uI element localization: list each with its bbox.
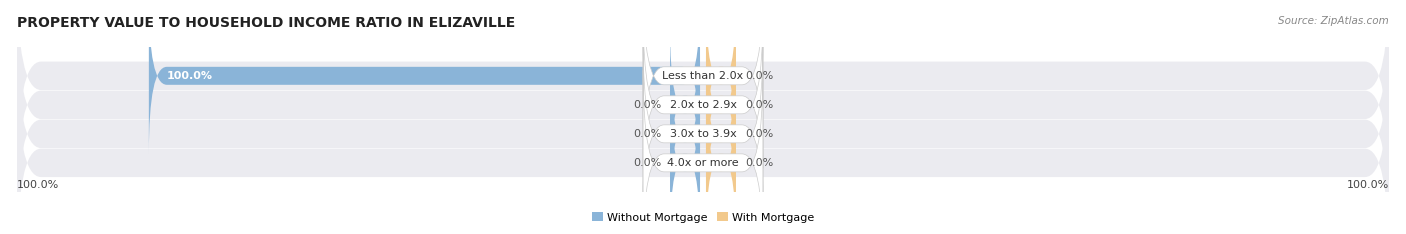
FancyBboxPatch shape [643, 0, 763, 168]
Text: 0.0%: 0.0% [633, 158, 661, 168]
FancyBboxPatch shape [706, 0, 735, 154]
Legend: Without Mortgage, With Mortgage: Without Mortgage, With Mortgage [588, 208, 818, 227]
Text: Less than 2.0x: Less than 2.0x [662, 71, 744, 81]
Text: 0.0%: 0.0% [745, 71, 773, 81]
FancyBboxPatch shape [149, 0, 700, 154]
FancyBboxPatch shape [643, 70, 763, 234]
Text: PROPERTY VALUE TO HOUSEHOLD INCOME RATIO IN ELIZAVILLE: PROPERTY VALUE TO HOUSEHOLD INCOME RATIO… [17, 16, 515, 30]
FancyBboxPatch shape [17, 0, 1389, 178]
FancyBboxPatch shape [17, 61, 1389, 234]
FancyBboxPatch shape [17, 32, 1389, 234]
Text: 0.0%: 0.0% [633, 129, 661, 139]
Text: 100.0%: 100.0% [1347, 180, 1389, 190]
FancyBboxPatch shape [706, 27, 735, 183]
Text: 100.0%: 100.0% [17, 180, 59, 190]
FancyBboxPatch shape [671, 27, 700, 183]
Text: 3.0x to 3.9x: 3.0x to 3.9x [669, 129, 737, 139]
FancyBboxPatch shape [643, 41, 763, 227]
Text: Source: ZipAtlas.com: Source: ZipAtlas.com [1278, 16, 1389, 26]
FancyBboxPatch shape [671, 85, 700, 234]
FancyBboxPatch shape [706, 56, 735, 212]
FancyBboxPatch shape [706, 85, 735, 234]
Text: 100.0%: 100.0% [167, 71, 212, 81]
Text: 0.0%: 0.0% [745, 100, 773, 110]
Text: 0.0%: 0.0% [745, 158, 773, 168]
Text: 4.0x or more: 4.0x or more [668, 158, 738, 168]
FancyBboxPatch shape [671, 56, 700, 212]
FancyBboxPatch shape [17, 3, 1389, 207]
Text: 2.0x to 2.9x: 2.0x to 2.9x [669, 100, 737, 110]
Text: 0.0%: 0.0% [745, 129, 773, 139]
FancyBboxPatch shape [643, 12, 763, 197]
Text: 0.0%: 0.0% [633, 100, 661, 110]
